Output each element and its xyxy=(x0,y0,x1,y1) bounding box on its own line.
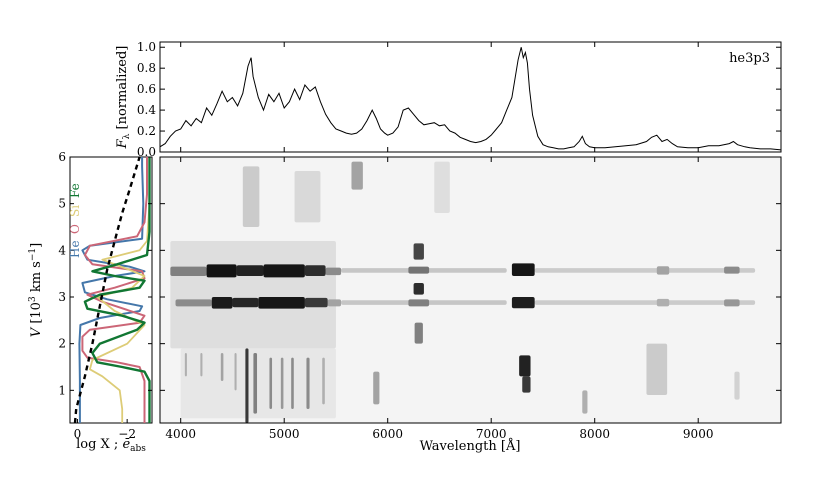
main-plot-frame xyxy=(159,156,782,424)
abundance-line-he xyxy=(78,157,146,423)
main-x-tick-label: 5000 xyxy=(269,427,300,441)
left-ticks: 1 2 3 4 5 6 0 −2 xyxy=(58,150,152,441)
heatmap-cell xyxy=(522,376,531,393)
left-y-tick-label: 1 xyxy=(58,383,66,397)
species-labels: He O Si Fe xyxy=(68,183,82,258)
heatmap-cell xyxy=(413,243,424,260)
main-x-tick-label: 7000 xyxy=(476,427,507,441)
species-label-si: Si xyxy=(68,205,82,217)
heatmap-cell xyxy=(258,297,305,309)
heatmap-streak xyxy=(200,353,203,377)
heatmap-cell xyxy=(519,355,531,377)
heatmap-cell xyxy=(327,299,342,307)
left-y-tick-label: 6 xyxy=(58,150,66,164)
heatmap-cell xyxy=(294,171,321,223)
heatmap-streak xyxy=(184,353,187,377)
heatmap-cell xyxy=(434,161,450,213)
heatmap-features xyxy=(170,161,756,423)
heatmap-streak xyxy=(253,353,258,414)
heatmap-cell xyxy=(180,348,336,419)
left-y-axis-label: V [103 km s−1] xyxy=(28,243,44,337)
top-y-ticks: 0.0 0.2 0.4 0.6 0.8 1.0 xyxy=(137,40,781,159)
heatmap-cell xyxy=(511,297,535,309)
heatmap-streak xyxy=(291,357,294,409)
heatmap-cell xyxy=(408,266,430,274)
main-x-tick-label: 4000 xyxy=(165,427,196,441)
abundance-line-si xyxy=(89,157,151,423)
heatmap-cell xyxy=(242,166,260,227)
abundance-line-fe xyxy=(83,157,151,423)
top-spectrum-panel: 0.0 0.2 0.4 0.6 0.8 1.0 he3p3 Fλ [normalized] xyxy=(115,40,782,159)
heatmap-cell xyxy=(170,241,336,349)
abundance-line-abs xyxy=(73,156,141,424)
heatmap-cell xyxy=(236,265,264,276)
left-y-tick-label: 4 xyxy=(58,243,66,257)
main-x-ticks: 4000 5000 6000 7000 8000 9000 xyxy=(160,156,781,441)
heatmap-cell xyxy=(304,297,328,308)
heatmap-cell xyxy=(724,299,740,307)
top-y-tick-label: 1.0 xyxy=(137,40,156,54)
top-y-tick-label: 0.6 xyxy=(137,82,156,96)
heatmap-cell xyxy=(408,299,430,307)
left-x-tick-label: −2 xyxy=(118,427,136,441)
left-y-tick-label: 2 xyxy=(58,337,66,351)
heatmap-cell xyxy=(582,390,588,414)
heatmap-cell xyxy=(304,265,326,276)
spectrum-line xyxy=(159,47,782,151)
heatmap-streak xyxy=(234,353,237,391)
heatmap-cell xyxy=(534,300,756,305)
top-y-tick-label: 0.4 xyxy=(137,103,156,117)
heatmap-cell xyxy=(373,371,380,405)
left-y-tick-label: 5 xyxy=(58,197,66,211)
top-y-axis-label: Fλ [normalized] xyxy=(115,46,132,150)
top-y-tick-label: 0.2 xyxy=(137,124,156,138)
heatmap-cell xyxy=(534,268,756,273)
top-plot-frame xyxy=(159,41,782,153)
heatmap-cell xyxy=(656,266,670,275)
heatmap-streak xyxy=(306,357,310,409)
left-x-axis-label: log X ; ēabs xyxy=(76,437,146,454)
heatmap-cell xyxy=(413,283,424,295)
abundance-lines xyxy=(73,156,151,424)
main-x-tick-label: 6000 xyxy=(372,427,403,441)
species-label-fe: Fe xyxy=(68,183,82,198)
top-y-tick-label: 0.0 xyxy=(137,145,156,159)
top-y-tick-label: 0.8 xyxy=(137,61,156,75)
heatmap-cell xyxy=(211,297,233,309)
heatmap-cell xyxy=(511,263,535,276)
main-x-tick-label: 8000 xyxy=(579,427,610,441)
heatmap-cell xyxy=(263,264,305,278)
heatmap-cell xyxy=(170,266,207,276)
heatmap-streak xyxy=(322,357,325,405)
heatmap-cell xyxy=(351,161,363,190)
heatmap-cell xyxy=(734,371,740,400)
heatmap-cell xyxy=(656,298,670,307)
left-x-tick-label: 0 xyxy=(74,427,82,441)
heatmap-cell xyxy=(175,299,212,307)
left-abundance-panel: 1 2 3 4 5 6 0 −2 He O Si Fe V [103 km s−1] log … xyxy=(28,150,153,454)
heatmap-streak xyxy=(280,357,284,409)
heatmap-cell xyxy=(724,266,740,274)
heatmap-cell xyxy=(206,264,237,278)
species-label-he: He xyxy=(68,240,82,258)
main-heatmap-panel: 4000 5000 6000 7000 8000 9000 Wavelength [Å] xyxy=(159,156,782,454)
left-y-tick-label: 3 xyxy=(58,290,66,304)
heatmap-cell xyxy=(325,267,342,276)
legend-label: he3p3 xyxy=(729,51,770,66)
species-label-o: O xyxy=(68,224,82,234)
heatmap-streak xyxy=(220,353,224,381)
heatmap-cell xyxy=(232,297,259,308)
main-x-tick-label: 9000 xyxy=(683,427,714,441)
heatmap-cell xyxy=(414,322,423,344)
heatmap-streak xyxy=(269,357,273,409)
main-x-axis-label: Wavelength [Å] xyxy=(420,438,521,454)
heatmap-streak xyxy=(245,348,249,423)
heatmap-cell xyxy=(646,343,668,395)
